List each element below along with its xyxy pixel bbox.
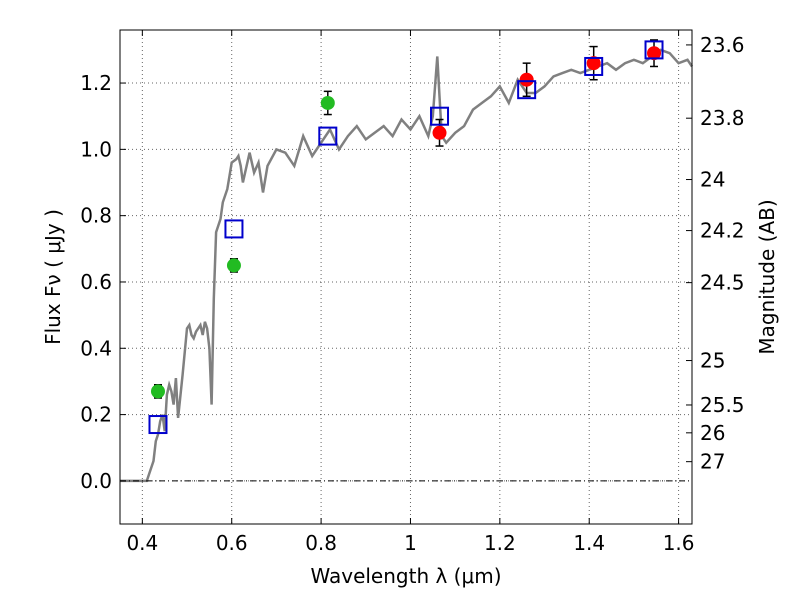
photometry-point xyxy=(226,258,241,273)
spectrum-line xyxy=(120,48,694,483)
model-flux-square xyxy=(644,40,664,60)
x-tick-label: 0.4 xyxy=(126,531,158,555)
photometry-point xyxy=(647,46,662,61)
y-tick-label: 0.4 xyxy=(80,336,112,360)
y2-tick-label: 24.2 xyxy=(700,219,745,243)
y-tick-label: 0.0 xyxy=(80,469,112,493)
photometry-point xyxy=(432,125,447,140)
photometry-point xyxy=(519,72,534,87)
y-tick-label: 0.8 xyxy=(80,204,112,228)
x-tick-label: 1.6 xyxy=(663,531,695,555)
y-tick-label: 1.0 xyxy=(80,137,112,161)
y2-tick-label: 23.8 xyxy=(700,106,745,130)
y2-tick-label: 26 xyxy=(700,421,725,445)
plot-frame xyxy=(119,29,693,525)
y2-tick-label: 27 xyxy=(700,450,725,474)
y2-tick-label: 25.5 xyxy=(700,393,745,417)
x-tick-label: 1.4 xyxy=(573,531,605,555)
model-flux-square xyxy=(318,126,338,146)
y2-axis-label: Magnitude (AB) xyxy=(755,199,779,354)
y2-tick-label: 24.5 xyxy=(700,271,745,295)
model-flux-square xyxy=(224,219,244,239)
x-axis-label: Wavelength λ (μm) xyxy=(310,564,501,588)
tick-marks xyxy=(120,30,692,524)
x-tick-label: 0.6 xyxy=(216,531,248,555)
model-flux-square xyxy=(584,56,604,76)
y2-tick-label: 24 xyxy=(700,168,725,192)
data-series xyxy=(120,39,694,483)
photometry-point xyxy=(320,95,335,110)
grid xyxy=(120,30,692,524)
y-tick-label: 0.2 xyxy=(80,403,112,427)
tick-labels: 0.4 0.6 0.8 1 1.2 1.4 1.6 0.0 0.2 0.4 0.6 0.8 1.0 1.2… xyxy=(80,33,744,555)
y-tick-label: 0.6 xyxy=(80,270,112,294)
model-flux-square xyxy=(148,415,168,435)
photometry-point xyxy=(150,384,165,399)
y-tick-label: 1.2 xyxy=(80,71,112,95)
model-flux-square xyxy=(430,106,450,126)
x-tick-label: 1.2 xyxy=(484,531,516,555)
photometry-point xyxy=(586,56,601,71)
model-flux-square xyxy=(517,80,537,100)
x-tick-label: 1 xyxy=(404,531,417,555)
y2-tick-label: 23.6 xyxy=(700,33,745,57)
x-tick-label: 0.8 xyxy=(305,531,337,555)
y2-tick-label: 25 xyxy=(700,349,725,373)
y-axis-label: Flux Fν ( μJy ) xyxy=(41,209,65,345)
